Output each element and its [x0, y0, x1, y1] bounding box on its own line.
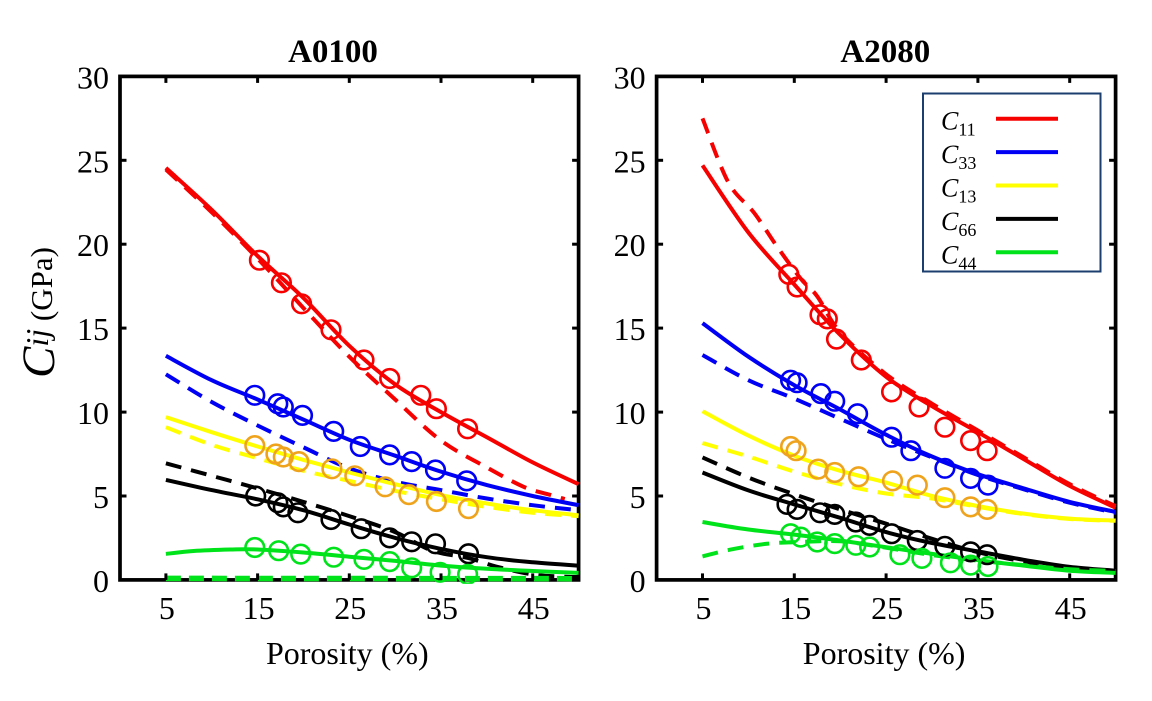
svg-text:45: 45 [1055, 590, 1087, 626]
svg-text:25: 25 [614, 143, 646, 179]
svg-text:5: 5 [696, 590, 712, 626]
svg-text:10: 10 [614, 395, 646, 431]
svg-text:0: 0 [630, 563, 646, 599]
svg-text:0: 0 [93, 563, 109, 599]
svg-text:15: 15 [614, 311, 646, 347]
svg-text:Porosity (%): Porosity (%) [266, 635, 429, 671]
svg-text:Porosity (%): Porosity (%) [803, 635, 966, 671]
svg-text:20: 20 [77, 227, 109, 263]
svg-text:5: 5 [159, 590, 175, 626]
svg-text:15: 15 [243, 590, 275, 626]
svg-text:35: 35 [963, 590, 995, 626]
svg-text:A2080: A2080 [840, 34, 930, 70]
svg-text:15: 15 [779, 590, 811, 626]
svg-text:45: 45 [518, 590, 550, 626]
svg-text:10: 10 [77, 395, 109, 431]
svg-text:15: 15 [77, 311, 109, 347]
svg-text:20: 20 [614, 227, 646, 263]
svg-text:25: 25 [871, 590, 903, 626]
svg-text:30: 30 [614, 59, 646, 95]
svg-text:25: 25 [77, 143, 109, 179]
svg-text:25: 25 [334, 590, 366, 626]
svg-text:A0100: A0100 [288, 34, 378, 70]
svg-text:35: 35 [426, 590, 458, 626]
svg-text:5: 5 [93, 479, 109, 515]
svg-text:30: 30 [77, 59, 109, 95]
svg-text:5: 5 [630, 479, 646, 515]
svg-text:Cij (GPa): Cij (GPa) [13, 247, 65, 378]
